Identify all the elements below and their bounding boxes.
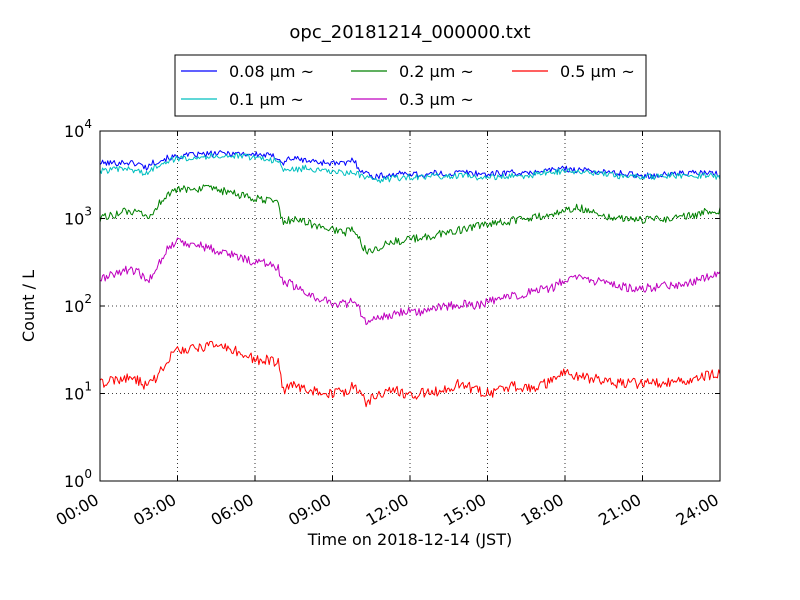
y-tick-label: 102 — [64, 292, 92, 316]
y-tick-base: 10 — [64, 210, 84, 229]
series-line-1 — [99, 150, 721, 180]
chart-title: opc_20181214_000000.txt — [289, 22, 530, 43]
series-line-3 — [99, 184, 721, 255]
y-tick-label: 100 — [64, 467, 92, 491]
series-line-4 — [99, 237, 721, 326]
y-tick-base: 10 — [64, 472, 84, 491]
y-tick-exponent: 0 — [84, 467, 92, 481]
y-tick-label: 103 — [64, 205, 92, 229]
legend: 0.08 μm ~ 0.1 μm ~ 0.2 μm ~ 0.3 μm ~ 0.5 μm … — [174, 54, 647, 117]
y-tick-exponent: 4 — [84, 117, 92, 131]
legend-label-2: 0.1 μm ~ — [229, 90, 304, 109]
y-tick-base: 10 — [64, 385, 84, 404]
y-tick-exponent: 2 — [84, 292, 92, 306]
series-line-2 — [99, 152, 721, 184]
series-line-5 — [99, 340, 721, 408]
legend-label-4: 0.3 μm ~ — [399, 90, 474, 109]
y-tick-base: 10 — [64, 122, 84, 141]
tick-marks — [99, 130, 721, 482]
y-tick-exponent: 1 — [84, 380, 92, 394]
legend-label-1: 0.08 μm ~ — [229, 62, 314, 81]
y-tick-exponent: 3 — [84, 205, 92, 219]
y-axis-title: Count / L — [19, 270, 38, 342]
x-axis-title: Time on 2018-12-14 (JST) — [307, 530, 512, 549]
legend-label-3: 0.2 μm ~ — [399, 62, 474, 81]
legend-label-5: 0.5 μm ~ — [560, 62, 635, 81]
y-tick-base: 10 — [64, 297, 84, 316]
plot-lines — [99, 150, 721, 408]
y-tick-label: 101 — [64, 380, 92, 404]
legend-frame — [174, 54, 647, 117]
y-tick-label: 104 — [64, 117, 92, 141]
